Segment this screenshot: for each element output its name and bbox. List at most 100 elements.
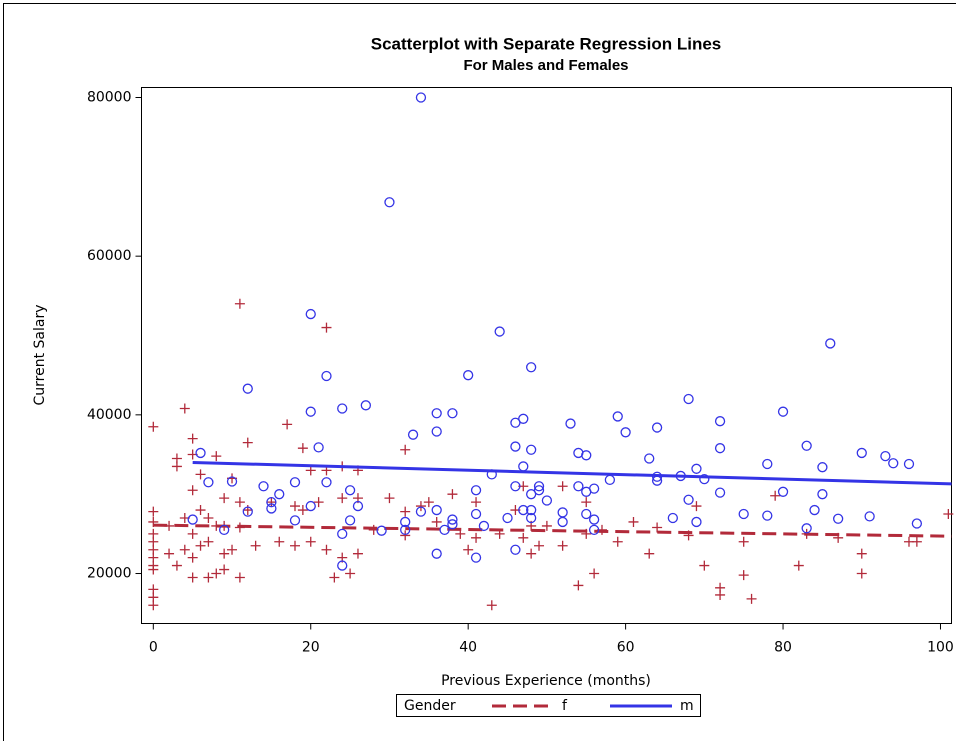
point (187, 528, 198, 539)
point (832, 513, 844, 524)
point (809, 504, 820, 516)
y-tick-label: 80000 (87, 89, 132, 105)
point (187, 514, 198, 525)
point (345, 568, 356, 579)
point (447, 519, 458, 530)
point (407, 429, 419, 440)
point (447, 408, 458, 419)
point (423, 497, 434, 508)
point (502, 512, 513, 524)
point (714, 416, 726, 427)
legend-label: m (680, 698, 694, 714)
point (777, 406, 789, 417)
point (164, 548, 175, 559)
point (644, 453, 655, 464)
point (738, 570, 749, 581)
point (533, 485, 545, 496)
point (297, 505, 308, 516)
point (683, 393, 694, 405)
point (179, 403, 190, 414)
point (148, 421, 159, 432)
point (518, 461, 529, 472)
point (400, 530, 411, 541)
point (746, 593, 757, 604)
point (297, 443, 308, 454)
point (305, 500, 316, 512)
point (195, 447, 206, 459)
point (620, 427, 631, 438)
point (557, 516, 568, 528)
point (557, 507, 568, 518)
plot-frame (141, 87, 952, 624)
point (447, 514, 458, 525)
point (463, 370, 474, 381)
point (533, 481, 545, 492)
point (510, 544, 521, 555)
point (384, 197, 395, 208)
point (518, 413, 529, 424)
point (211, 451, 222, 462)
point (384, 493, 395, 504)
point (644, 548, 655, 559)
point (588, 483, 600, 494)
point (227, 544, 238, 555)
point (526, 548, 537, 559)
point (628, 516, 639, 527)
point (588, 524, 600, 536)
point (266, 497, 277, 508)
point (770, 490, 781, 501)
point (691, 501, 702, 512)
point (581, 497, 592, 508)
point (337, 493, 348, 504)
point (793, 560, 804, 571)
point (447, 489, 458, 500)
point (234, 497, 245, 508)
point (604, 474, 616, 486)
y-tick-label: 20000 (87, 566, 132, 582)
point (471, 532, 482, 543)
point (289, 515, 301, 526)
point (337, 528, 348, 539)
point (526, 489, 537, 500)
point (856, 447, 867, 459)
point (565, 418, 576, 429)
point (667, 512, 678, 524)
point (557, 481, 568, 492)
point (148, 600, 159, 611)
point (691, 463, 702, 474)
point (738, 508, 749, 520)
point (573, 580, 584, 591)
x-tick-label: 80 (774, 640, 792, 656)
point (219, 548, 230, 559)
point (652, 522, 663, 533)
point (518, 532, 529, 543)
point (888, 458, 899, 469)
point (211, 568, 222, 579)
point (195, 469, 206, 480)
point (526, 504, 537, 516)
point (344, 515, 356, 526)
point (337, 403, 348, 414)
point (431, 516, 442, 527)
point (541, 520, 552, 531)
point (321, 322, 332, 333)
point (289, 540, 300, 551)
point (242, 383, 253, 394)
point (242, 506, 253, 517)
point (219, 493, 230, 504)
point (352, 500, 364, 512)
x-tick-label: 60 (617, 640, 635, 656)
point (234, 572, 245, 583)
point (415, 92, 427, 103)
point (777, 486, 789, 497)
point (431, 426, 442, 437)
point (400, 506, 411, 517)
point (219, 524, 230, 536)
point (431, 504, 442, 516)
point (344, 485, 356, 496)
point (305, 406, 316, 417)
point (612, 411, 623, 422)
point (510, 417, 521, 428)
point (691, 516, 702, 528)
